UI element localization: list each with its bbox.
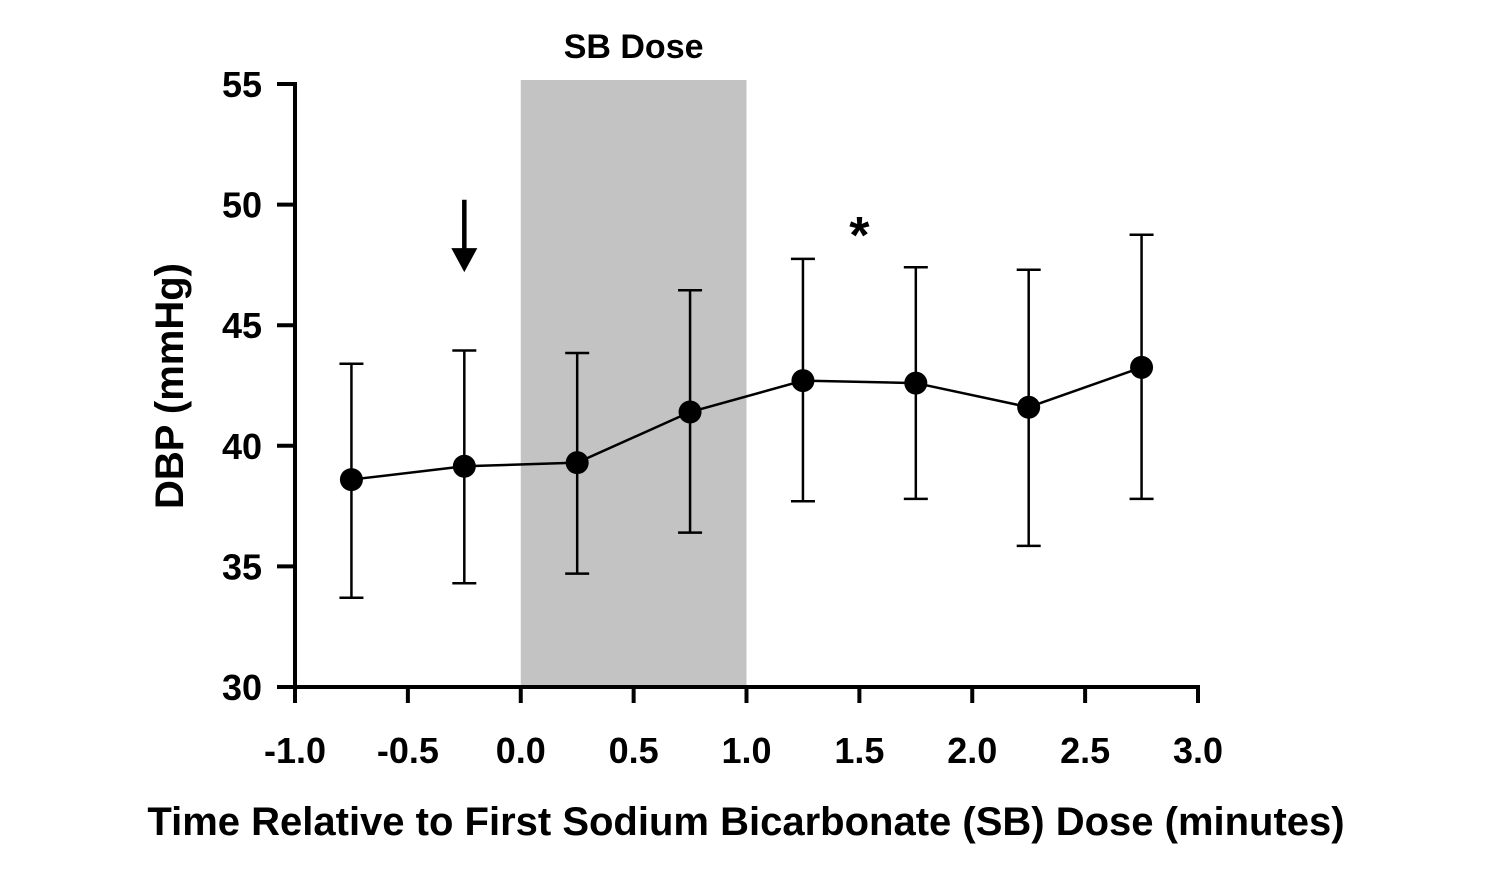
x-tick-label: 0.0	[496, 730, 546, 771]
data-point	[565, 451, 589, 475]
x-tick-label: 2.5	[1060, 730, 1110, 771]
sb-dose-band	[520, 80, 747, 687]
series-line	[351, 366, 1142, 481]
x-tick-label: 0.5	[609, 730, 659, 771]
x-tick-label: 1.5	[834, 730, 884, 771]
data-point	[452, 454, 476, 478]
significance-asterisk: *	[849, 207, 870, 265]
y-tick-label: 45	[222, 305, 262, 346]
data-point	[791, 369, 815, 393]
y-tick-labels: 30 35 40 45 50 55	[222, 64, 262, 708]
data-point	[1017, 395, 1041, 419]
x-tick-labels: -1.0 -0.5 0.0 0.5 1.0 1.5 2.0 2.5 3.0	[264, 730, 1223, 771]
x-axis-title: Time Relative to First Sodium Bicarbonat…	[147, 800, 1344, 844]
x-tick-label: 1.0	[721, 730, 771, 771]
y-tick-label: 40	[222, 426, 262, 467]
dbp-series-line	[351, 366, 1142, 481]
y-tick-label: 30	[222, 667, 262, 708]
x-tick-label: -1.0	[264, 730, 326, 771]
axes	[277, 82, 1200, 703]
y-axis-title: DBP (mmHg)	[148, 263, 192, 509]
y-tick-label: 35	[222, 546, 262, 587]
y-tick-label: 50	[222, 185, 262, 226]
x-tick-label: -0.5	[377, 730, 439, 771]
annotations: *	[451, 199, 870, 273]
data-point	[339, 468, 363, 492]
data-point	[1130, 355, 1154, 379]
data-point	[904, 371, 928, 395]
y-tick-label: 55	[222, 64, 262, 105]
data-points	[339, 355, 1154, 492]
down-arrow-head-icon	[451, 248, 478, 273]
sb-dose-shaded-region	[520, 80, 747, 687]
data-point	[678, 400, 702, 424]
x-tick-label: 2.0	[947, 730, 997, 771]
x-tick-label: 3.0	[1173, 730, 1223, 771]
sb-dose-label: SB Dose	[564, 28, 704, 66]
